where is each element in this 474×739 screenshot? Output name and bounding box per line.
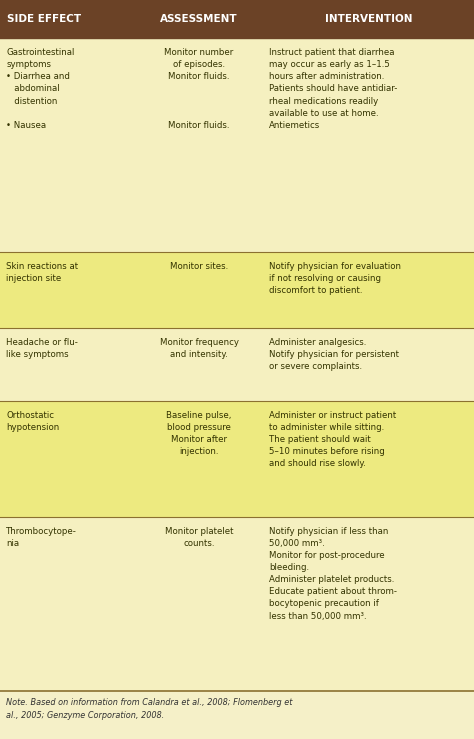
Bar <box>0 38 474 252</box>
Bar <box>0 691 474 739</box>
Text: Administer analgesics.
Notify physician for persistent
or severe complaints.: Administer analgesics. Notify physician … <box>269 338 399 372</box>
Text: Notify physician if less than
50,000 mm³.
Monitor for post-procedure
bleeding.
A: Notify physician if less than 50,000 mm³… <box>269 527 397 621</box>
Text: Baseline pulse,
blood pressure
Monitor after
injection.: Baseline pulse, blood pressure Monitor a… <box>166 411 232 456</box>
Text: Notify physician for evaluation
if not resolving or causing
discomfort to patien: Notify physician for evaluation if not r… <box>269 262 401 295</box>
Text: INTERVENTION: INTERVENTION <box>325 14 412 24</box>
Text: Gastrointestinal
symptoms
• Diarrhea and
   abdominal
   distention

• Nausea: Gastrointestinal symptoms • Diarrhea and… <box>6 48 74 130</box>
Bar <box>0 517 474 691</box>
Text: Thrombocytope-
nia: Thrombocytope- nia <box>6 527 77 548</box>
Text: Headache or flu-
like symptoms: Headache or flu- like symptoms <box>6 338 78 359</box>
Text: ASSESSMENT: ASSESSMENT <box>160 14 238 24</box>
Text: Monitor platelet
counts.: Monitor platelet counts. <box>165 527 233 548</box>
Text: Administer or instruct patient
to administer while sitting.
The patient should w: Administer or instruct patient to admini… <box>269 411 396 468</box>
Bar <box>0 328 474 401</box>
Text: Skin reactions at
injection site: Skin reactions at injection site <box>6 262 78 283</box>
Text: Monitor sites.: Monitor sites. <box>170 262 228 271</box>
Text: Instruct patient that diarrhea
may occur as early as 1–1.5
hours after administr: Instruct patient that diarrhea may occur… <box>269 48 398 130</box>
Bar <box>0 0 474 38</box>
Text: SIDE EFFECT: SIDE EFFECT <box>7 14 81 24</box>
Text: Monitor frequency
and intensity.: Monitor frequency and intensity. <box>160 338 238 359</box>
Text: Monitor number
of episodes.
Monitor fluids.



Monitor fluids.: Monitor number of episodes. Monitor flui… <box>164 48 234 130</box>
Bar <box>0 401 474 517</box>
Bar <box>0 252 474 328</box>
Text: Note. Based on information from Calandra et al., 2008; Flomenberg et
al., 2005; : Note. Based on information from Calandra… <box>6 698 292 720</box>
Text: Orthostatic
hypotension: Orthostatic hypotension <box>6 411 59 432</box>
